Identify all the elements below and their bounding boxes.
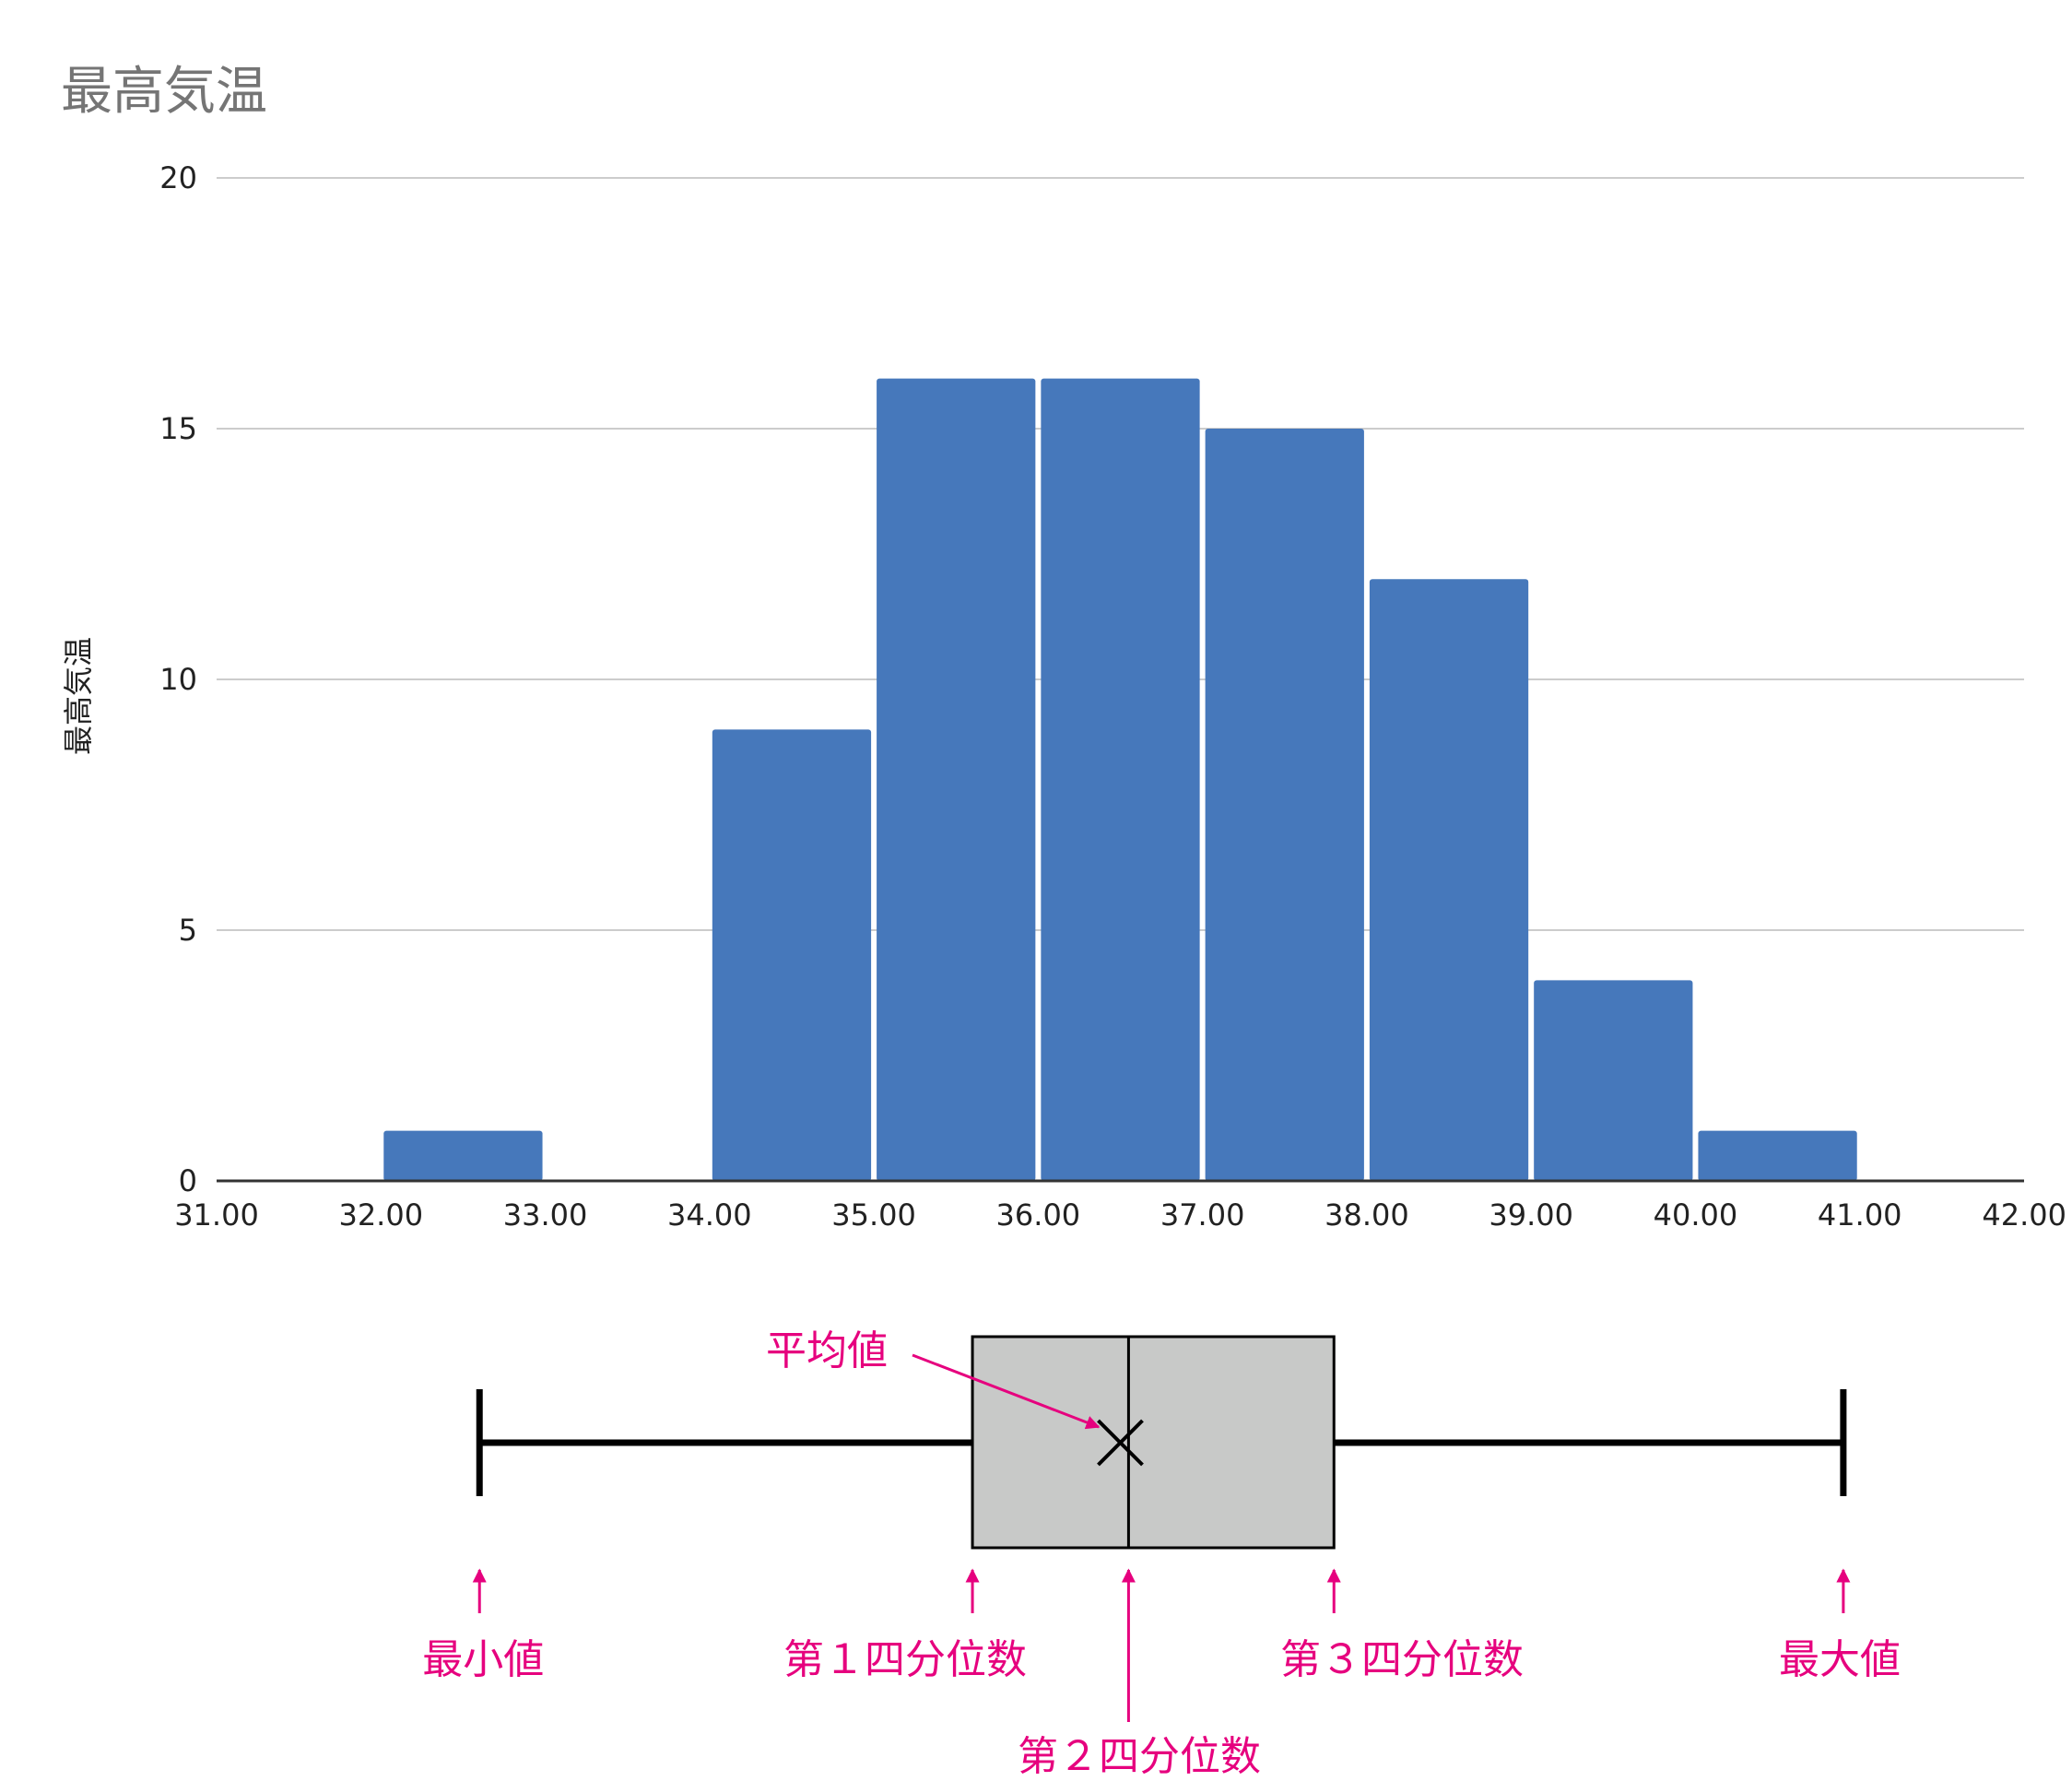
y-tick-labels: 0 5 10 15 20: [159, 160, 197, 1198]
annotation-q3: 第３四分位数: [1280, 1636, 1524, 1683]
histogram-bar: [712, 729, 872, 1181]
histogram-bar: [1041, 378, 1200, 1182]
x-tick-label: 40.00: [1654, 1197, 1738, 1233]
y-tick-label: 5: [179, 913, 197, 948]
histogram-bar: [877, 378, 1036, 1182]
x-tick-label: 33.00: [503, 1197, 588, 1233]
chart-title: 最高気温: [61, 62, 267, 122]
x-tick-label: 37.00: [1160, 1197, 1245, 1233]
annotation-max: 最大値: [1779, 1636, 1901, 1683]
x-tick-label: 35.00: [831, 1197, 916, 1233]
y-tick-label: 10: [159, 662, 197, 697]
histogram-bar: [383, 1130, 543, 1181]
x-tick-label: 42.00: [1982, 1197, 2066, 1233]
mean-arrow: [912, 1353, 1101, 1430]
x-tick-label: 34.00: [667, 1197, 752, 1233]
box-plot: [476, 1335, 1847, 1550]
annotation-min: 最小値: [422, 1636, 544, 1683]
x-tick-label: 38.00: [1324, 1197, 1409, 1233]
x-tick-label: 41.00: [1818, 1197, 1902, 1233]
x-tick-label: 36.00: [996, 1197, 1081, 1233]
x-tick-labels: 31.00 32.00 33.00 34.00 35.00 36.00 37.00 38.00…: [174, 1197, 2066, 1233]
y-axis-label: 最高気温: [61, 637, 96, 755]
x-tick-label: 32.00: [338, 1197, 423, 1233]
annotation-q1: 第１四分位数: [783, 1636, 1027, 1683]
annotation-mean: 平均値: [766, 1327, 888, 1374]
histogram-bars: [383, 378, 1857, 1182]
histogram-bar: [1369, 579, 1529, 1181]
y-tick-label: 0: [179, 1163, 197, 1198]
histogram-bar: [1534, 980, 1693, 1181]
x-tick-label: 39.00: [1489, 1197, 1573, 1233]
mean-marker: [1097, 1419, 1144, 1467]
annotation-median: 第２四分位数: [1018, 1733, 1261, 1780]
interquartile-box: [971, 1335, 1336, 1550]
histogram-bar: [1698, 1130, 1857, 1181]
y-tick-label: 20: [159, 160, 197, 195]
x-tick-label: 31.00: [174, 1197, 259, 1233]
histogram-bar: [1205, 429, 1364, 1181]
y-tick-label: 15: [159, 411, 197, 446]
